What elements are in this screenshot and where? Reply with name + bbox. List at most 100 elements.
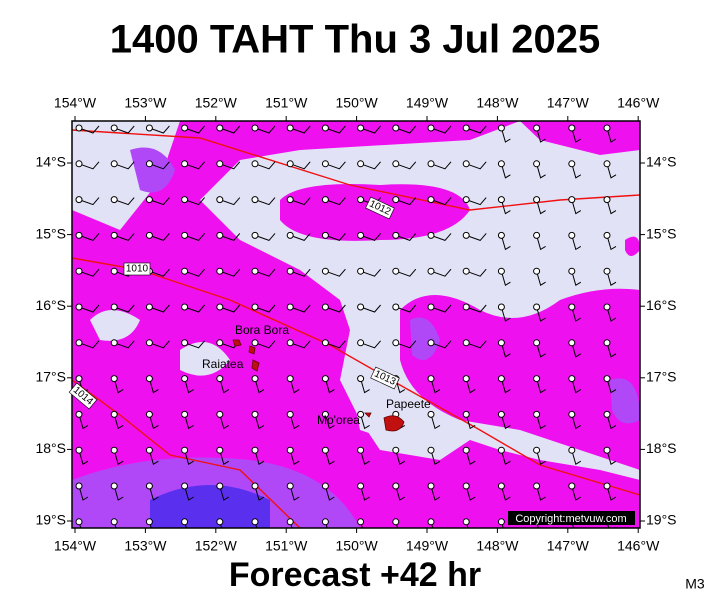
wind-station	[462, 482, 470, 490]
wind-station	[321, 267, 329, 275]
wind-barb	[536, 521, 539, 528]
wind-station	[286, 124, 294, 132]
wind-barb	[536, 342, 546, 358]
wind-barb	[466, 268, 487, 277]
wind-station	[286, 375, 294, 383]
lon-label: 146°W	[617, 538, 660, 554]
wind-station	[357, 339, 365, 347]
wind-barb	[395, 268, 417, 277]
wind-station	[533, 446, 541, 454]
wind-barb	[606, 127, 617, 143]
wind-barb	[571, 127, 582, 143]
wind-station	[181, 231, 189, 239]
wind-barb	[78, 161, 100, 170]
wind-barb	[360, 340, 381, 349]
wind-barb	[184, 450, 194, 465]
wind-barb	[606, 485, 617, 501]
wind-station	[568, 375, 576, 383]
dry-area	[90, 310, 400, 440]
wind-barb	[466, 304, 487, 313]
wind-barb	[465, 414, 476, 430]
wind-barb	[254, 233, 276, 241]
wind-barb	[536, 306, 546, 322]
wind-barb	[395, 304, 417, 313]
wind-barb	[289, 521, 293, 528]
wind-station	[427, 160, 435, 168]
wind-barb	[325, 125, 346, 134]
dry-area	[72, 121, 180, 230]
wind-barb	[324, 378, 335, 394]
wind-barb	[113, 485, 124, 501]
wind-station	[603, 410, 611, 418]
wind-barb	[114, 340, 135, 349]
wind-barb	[536, 271, 546, 286]
wind-barb	[500, 127, 511, 143]
wind-barb	[325, 233, 346, 241]
wind-station	[357, 446, 365, 454]
wind-barb	[254, 521, 258, 528]
wind-barb	[254, 304, 276, 313]
wind-station	[497, 231, 505, 239]
wind-station	[427, 231, 435, 239]
wind-station	[392, 196, 400, 204]
wind-barb	[360, 268, 381, 277]
lon-label: 146°W	[617, 95, 660, 111]
wind-station	[497, 410, 505, 418]
wind-station	[357, 160, 365, 168]
wind-station	[603, 160, 611, 168]
lon-label: 151°W	[265, 538, 308, 554]
isobar-value: 1010	[126, 264, 149, 275]
wind-barb	[78, 197, 100, 206]
wind-station	[216, 303, 224, 311]
wind-station	[321, 446, 329, 454]
wind-station	[145, 339, 153, 347]
wind-barb	[78, 304, 100, 313]
lon-label: 147°W	[547, 95, 590, 111]
wind-station	[75, 303, 83, 311]
wind-barb	[571, 450, 582, 465]
wind-barb	[571, 414, 582, 430]
wind-barb	[571, 485, 582, 501]
wind-barb	[500, 163, 511, 179]
wind-barb	[254, 340, 276, 349]
wind-barb	[290, 340, 311, 349]
wind-station	[533, 267, 541, 275]
lat-label: 18°S	[646, 440, 677, 456]
wind-barb	[536, 485, 546, 501]
wind-barb	[536, 235, 546, 251]
lat-label: 17°S	[646, 369, 677, 385]
wind-barb	[500, 485, 511, 501]
wind-barb	[606, 271, 617, 286]
wind-barb	[466, 125, 487, 134]
wind-station	[286, 518, 294, 526]
wind-barb	[219, 197, 241, 206]
wind-station	[286, 160, 294, 168]
wind-barb	[395, 521, 399, 528]
wind-station	[251, 518, 259, 526]
wind-station	[75, 339, 83, 347]
wind-barb	[500, 342, 511, 358]
wind-barb	[536, 378, 546, 394]
wind-barb	[430, 304, 452, 313]
wind-station	[427, 446, 435, 454]
wind-station	[75, 375, 83, 383]
wind-station	[603, 303, 611, 311]
wind-station	[216, 124, 224, 132]
title: 1400 TAHT Thu 3 Jul 2025	[110, 18, 601, 62]
wind-station	[568, 124, 576, 132]
wind-station	[603, 196, 611, 204]
wind-station	[392, 518, 400, 526]
wind-station	[568, 196, 576, 204]
wind-barb	[430, 340, 452, 349]
isobar	[72, 379, 301, 528]
wind-barb	[606, 199, 617, 215]
wind-barb	[149, 125, 170, 134]
wind-barb	[290, 233, 311, 241]
wind-barb	[395, 485, 406, 501]
wind-station	[110, 482, 118, 490]
wind-barb	[606, 378, 617, 394]
wind-station	[427, 124, 435, 132]
wind-barb	[290, 268, 311, 277]
wind-barb	[114, 197, 135, 206]
wind-barb	[500, 450, 511, 465]
